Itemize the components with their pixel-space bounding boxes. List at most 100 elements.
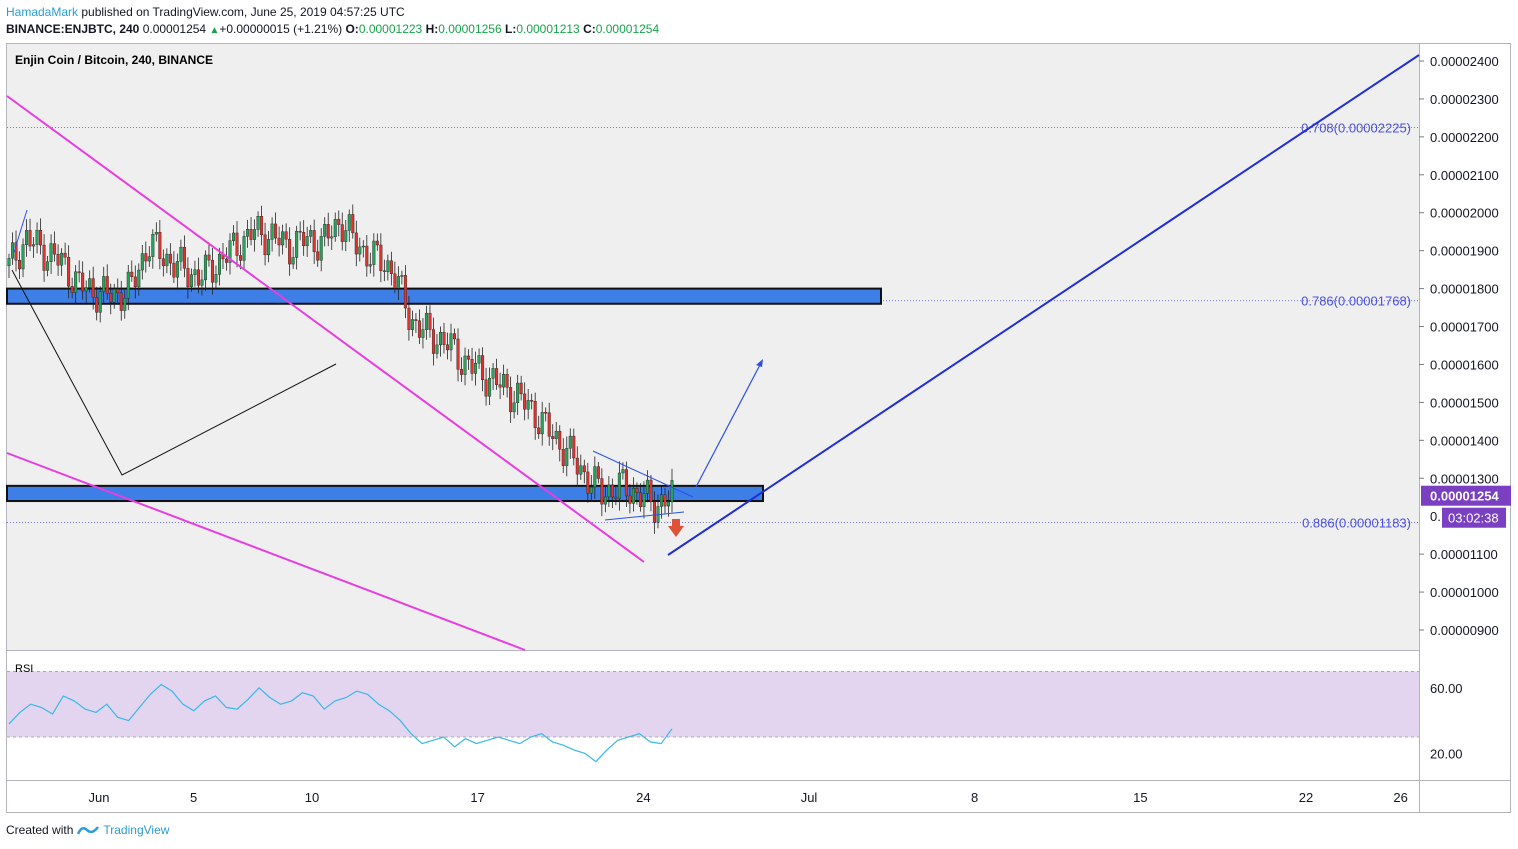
price-axis[interactable]: 0.00002400 0.00002300 0.00002200 0.00002100…: [1419, 54, 1499, 638]
countdown-badge: [1442, 507, 1506, 528]
small-up-arrow-line: [13, 209, 28, 253]
candle-body: [49, 243, 53, 262]
price-tick-label: 0.00001000: [1430, 585, 1499, 600]
candle-body: [277, 237, 281, 246]
candle-body: [298, 230, 302, 233]
candle-body: [442, 331, 446, 345]
candle-body: [186, 268, 190, 287]
candle-body: [172, 262, 176, 278]
published-text: published on TradingView.com, June 25, 2…: [78, 5, 405, 19]
candle-body: [319, 236, 323, 261]
candle-body: [21, 244, 25, 270]
candle-body: [435, 344, 439, 354]
price-tick-label-partial: 0.: [1430, 509, 1441, 524]
candle-body: [196, 269, 200, 286]
candle-body: [382, 270, 386, 272]
candle-body: [638, 492, 642, 507]
time-tick-label: 10: [305, 790, 319, 805]
up-arrow-icon: ▲: [209, 25, 220, 36]
candle-body: [14, 242, 18, 261]
candle-body: [575, 457, 579, 475]
candle-body: [102, 276, 106, 292]
zones: [6, 287, 882, 503]
candle-body: [354, 232, 358, 255]
candle-body: [460, 369, 464, 375]
publish-info: HamadaMark published on TradingView.com,…: [6, 4, 405, 20]
candle-body: [393, 273, 397, 289]
candle-body: [470, 359, 474, 374]
candle-body: [32, 244, 36, 247]
candle-body: [428, 312, 432, 330]
candle-body: [523, 393, 527, 410]
candle-body: [607, 484, 611, 498]
candle-body: [372, 240, 376, 265]
candle-body: [154, 232, 158, 235]
down-arrow-icon: [668, 519, 684, 537]
candle-body: [467, 355, 471, 360]
price-tick-label: 0.00001900: [1430, 244, 1499, 259]
candle-body: [652, 501, 656, 523]
candle-body: [589, 486, 593, 494]
candle-body: [200, 279, 204, 286]
candle-body: [46, 261, 50, 271]
candle-body: [25, 230, 29, 245]
price-tick-label: 0.00001300: [1430, 471, 1499, 486]
ohlc-bar: BINANCE:ENJBTC, 240 0.00001254 ▲+0.00000…: [6, 21, 659, 39]
close-label: C:: [583, 22, 596, 36]
candle-body: [228, 240, 232, 263]
candle-body: [260, 216, 264, 236]
open-label: O:: [345, 22, 359, 36]
time-tick-label: 24: [636, 790, 650, 805]
candle-body: [474, 362, 478, 374]
footer: Created with TradingView: [6, 823, 169, 837]
candle-body: [386, 260, 390, 272]
price-tick-label: 0.00001100: [1430, 547, 1498, 562]
candle-body: [659, 494, 663, 507]
time-tick-label: Jul: [801, 790, 818, 805]
candle-body: [540, 412, 544, 435]
time-tick-label: 26: [1393, 790, 1407, 805]
candle-body: [526, 400, 530, 410]
candle-body: [463, 355, 467, 375]
candle-body: [302, 232, 306, 247]
candle-body: [74, 271, 78, 293]
tradingview-brand[interactable]: TradingView: [103, 823, 170, 837]
price-tick-label: 0.00002300: [1430, 92, 1499, 107]
candle-body: [67, 257, 71, 287]
price-tick-label: 0.00002000: [1430, 206, 1499, 221]
candle-body: [600, 478, 604, 505]
candle-body: [421, 329, 425, 338]
fib-level-label: 0.886(0.00001183): [1302, 516, 1411, 531]
candle-body: [375, 240, 379, 246]
candle-body: [316, 251, 320, 261]
candles: [7, 204, 674, 534]
candle-body: [400, 275, 404, 277]
black-path-projection: [11, 269, 337, 476]
time-axis[interactable]: Jun 5 10 17 24 Jul 8 15 22 26: [89, 790, 1408, 805]
candle-body: [358, 246, 362, 255]
candle-body: [344, 230, 348, 242]
candle-body: [207, 254, 211, 261]
candle-body: [189, 274, 193, 287]
candle-body: [28, 230, 32, 247]
rsi-label: RSI: [15, 663, 33, 675]
candle-body: [544, 412, 548, 414]
candle-body: [481, 355, 485, 381]
candle-body: [603, 496, 607, 505]
author-link[interactable]: HamadaMark: [6, 5, 79, 19]
candle-body: [39, 229, 43, 246]
rsi-indicator: 60.00 20.00: [7, 671, 1463, 763]
time-tick-label: 8: [971, 790, 978, 805]
candle-body: [165, 253, 169, 267]
candle-body: [663, 494, 667, 507]
candle-body: [621, 469, 625, 474]
candle-body: [453, 333, 457, 340]
candle-body: [182, 246, 186, 269]
candle-body: [288, 238, 292, 265]
candle-body: [414, 319, 418, 321]
zone-rect-support: [6, 484, 764, 503]
candle-body: [267, 239, 271, 256]
candle-body: [519, 382, 523, 395]
candle-body: [610, 484, 614, 498]
